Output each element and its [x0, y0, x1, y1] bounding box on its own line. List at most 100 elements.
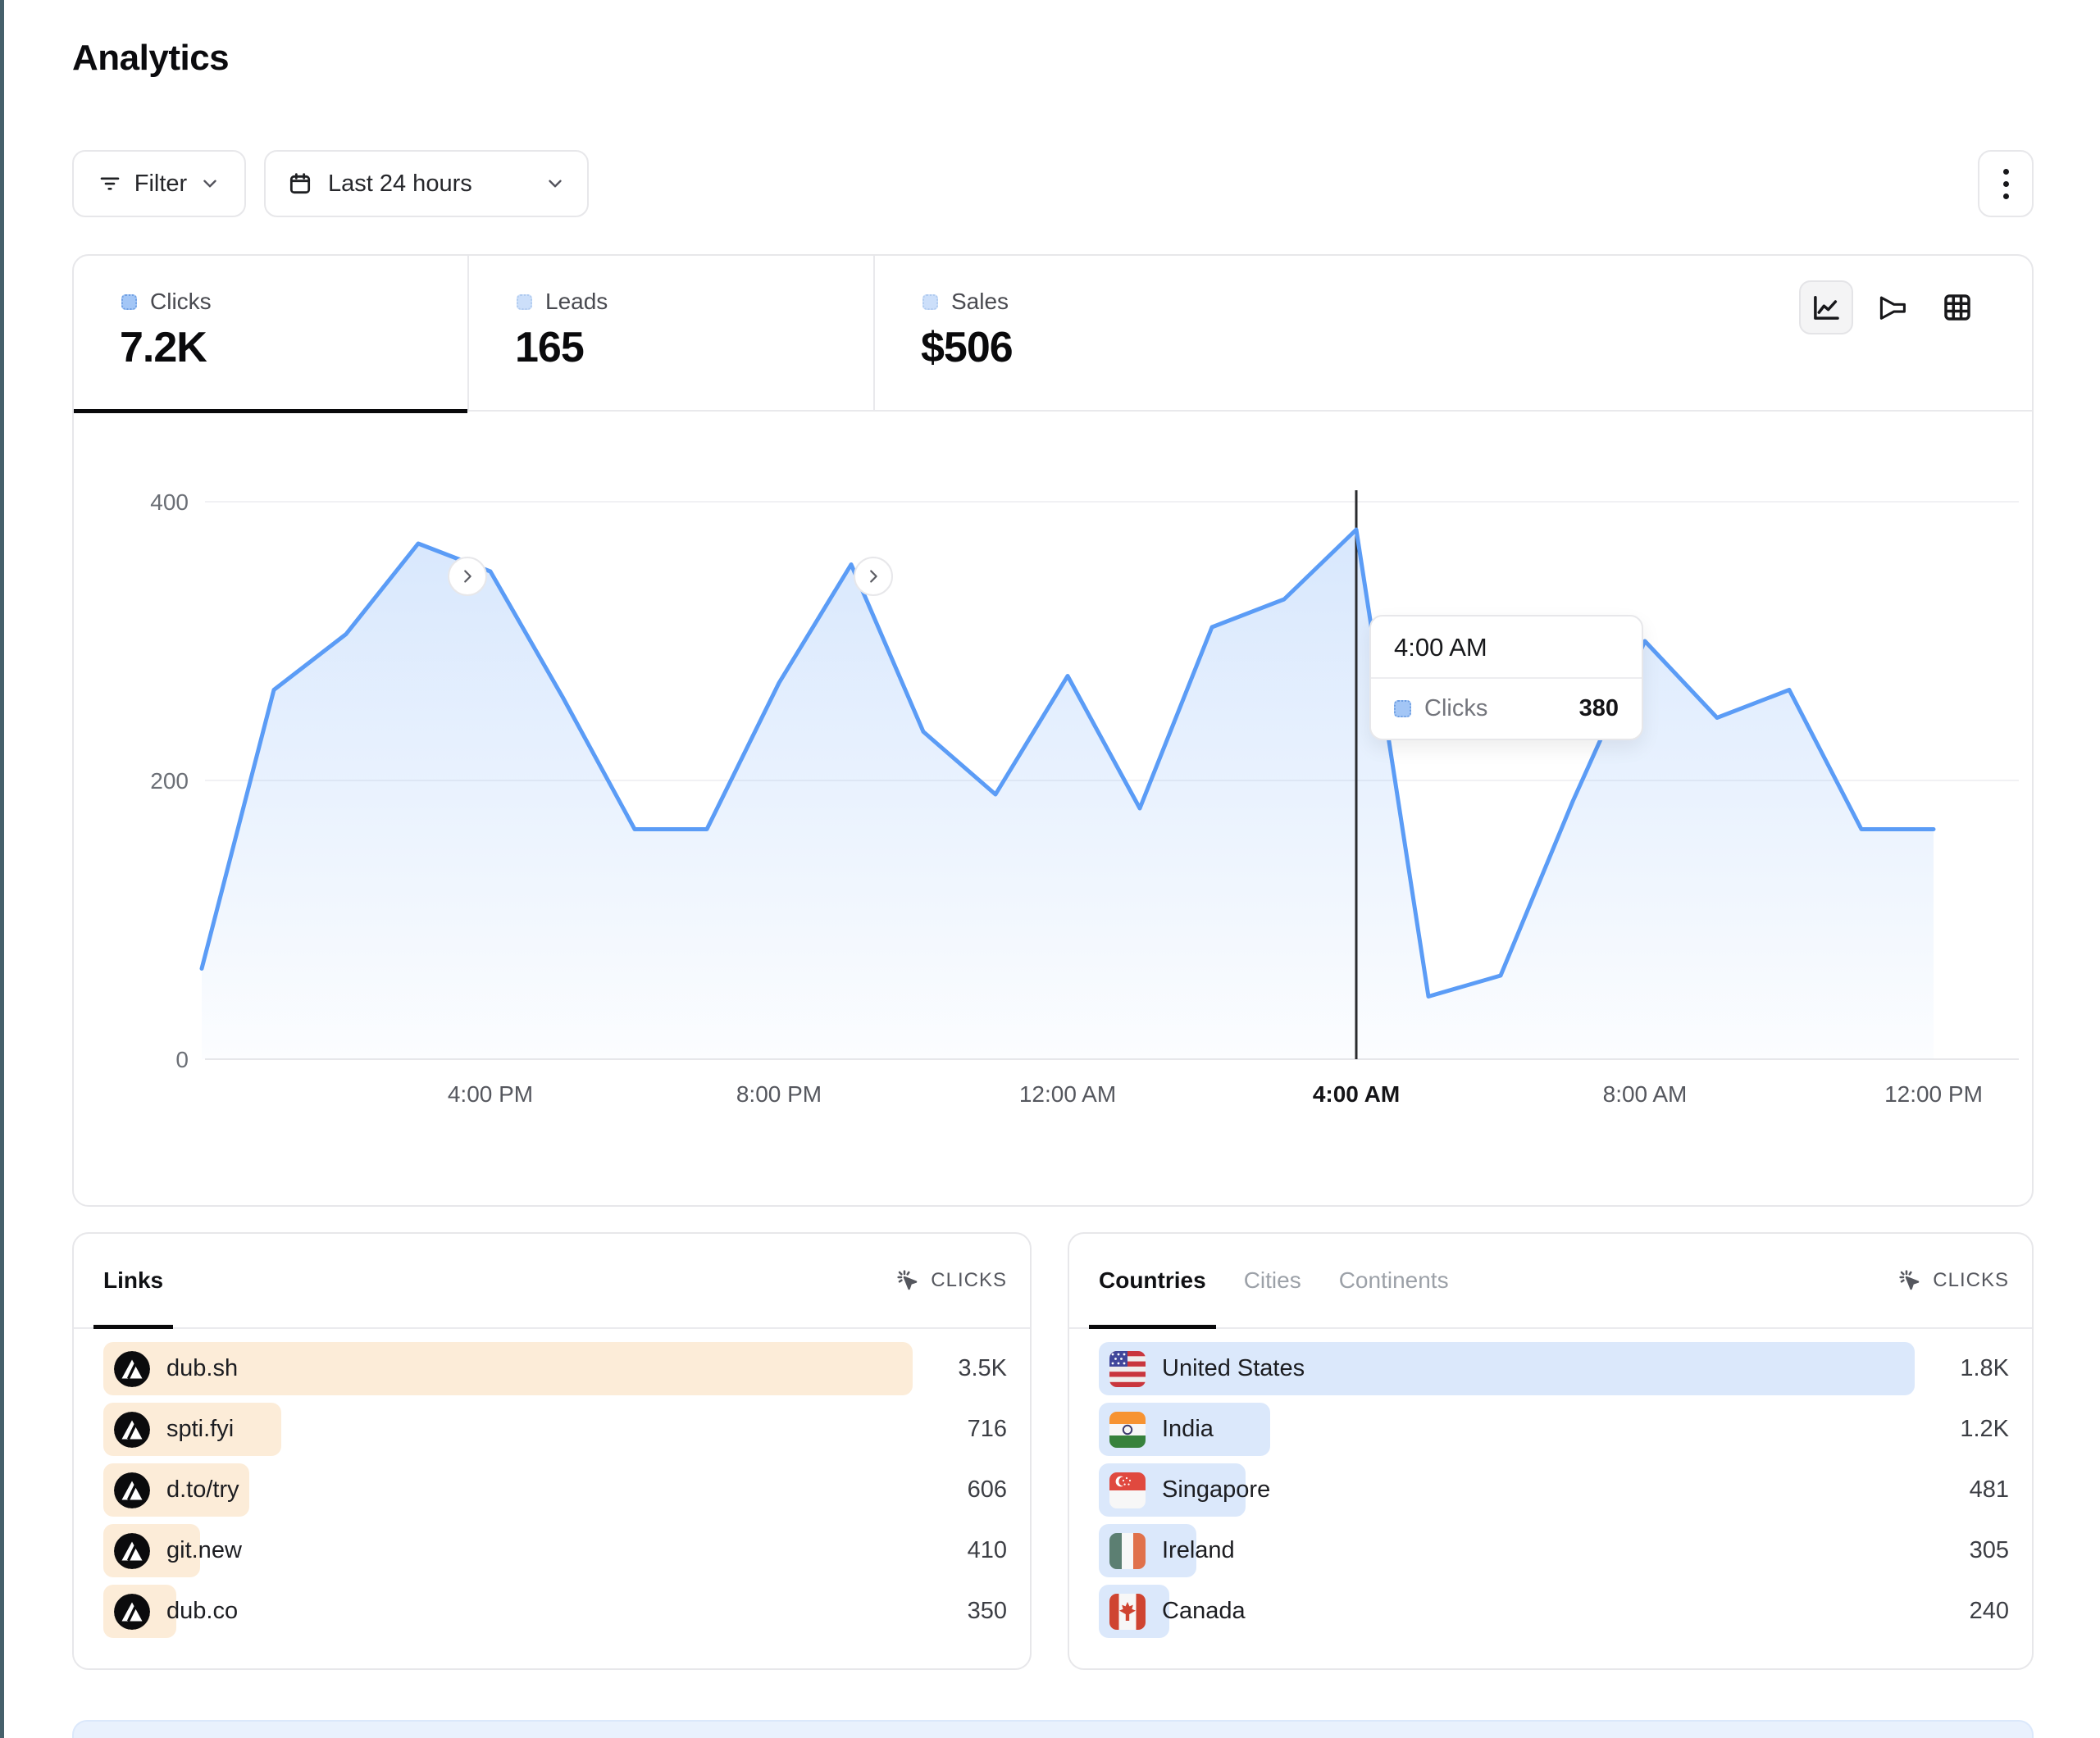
- svg-text:12:00 PM: 12:00 PM: [1884, 1081, 1983, 1107]
- link-clicks-value: 3.5K: [958, 1355, 1007, 1381]
- kebab-menu-icon: [2002, 168, 2009, 199]
- link-bar: dub.sh: [103, 1342, 913, 1395]
- tab-clicks[interactable]: Clicks 7.2K: [74, 256, 467, 413]
- list-item[interactable]: spti.fyi 716: [103, 1403, 1007, 1456]
- dub-logo-icon: [114, 1472, 150, 1508]
- country-bar: United States: [1099, 1342, 1915, 1395]
- list-item[interactable]: Canada 240: [1099, 1585, 2009, 1638]
- country-label: India: [1162, 1416, 1214, 1442]
- clicks-tab-label: Clicks: [150, 289, 212, 314]
- analytics-chart-card: Clicks 7.2K Leads 165 Sales $506: [72, 254, 2034, 1207]
- dub-logo-icon: [114, 1594, 150, 1630]
- svg-text:4:00 PM: 4:00 PM: [448, 1081, 533, 1107]
- filter-lines-icon: [98, 171, 122, 196]
- list-item[interactable]: d.to/try 606: [103, 1463, 1007, 1517]
- links-list: dub.sh 3.5K spti.fyi 716 d.to/try 606 gi…: [103, 1342, 1007, 1645]
- country-clicks-value: 1.2K: [1960, 1416, 2009, 1442]
- country-clicks-value: 1.8K: [1960, 1355, 2009, 1381]
- list-item[interactable]: dub.co 350: [103, 1585, 1007, 1638]
- list-item[interactable]: Singapore 481: [1099, 1463, 2009, 1517]
- chart-view-toggles: [1799, 280, 1984, 334]
- window-edge: [0, 0, 4, 1738]
- country-clicks-value: 240: [1969, 1598, 2009, 1624]
- svg-text:400: 400: [150, 489, 189, 515]
- country-bar: Singapore: [1099, 1463, 1270, 1517]
- link-label: git.new: [166, 1537, 242, 1563]
- clicks-area-chart[interactable]: 0 200 400 4:00 PM 8:00 PM 12:00 AM 4:00 AM 8:00…: [74, 412, 2035, 1205]
- svg-text:200: 200: [150, 768, 189, 794]
- tooltip-time: 4:00 AM: [1371, 616, 1642, 679]
- date-range-label: Last 24 hours: [328, 170, 472, 197]
- svg-text:0: 0: [175, 1047, 189, 1072]
- countries-card-header: Countries Cities Continents CLICKS: [1069, 1234, 2032, 1329]
- link-clicks-value: 410: [967, 1537, 1007, 1563]
- list-item[interactable]: git.new 410: [103, 1524, 1007, 1577]
- countries-metric-selector[interactable]: CLICKS: [1897, 1234, 2009, 1327]
- countries-tab-label: Countries: [1099, 1267, 1206, 1293]
- next-section-card-peek: [72, 1720, 2034, 1738]
- sales-tab-label: Sales: [951, 289, 1009, 314]
- svg-text:4:00 AM: 4:00 AM: [1313, 1081, 1400, 1107]
- tab-links[interactable]: Links: [93, 1234, 174, 1329]
- country-label: Singapore: [1162, 1476, 1271, 1503]
- funnel-icon: [1875, 290, 1909, 325]
- country-label: Canada: [1162, 1598, 1246, 1624]
- cursor-click-icon: [895, 1267, 921, 1294]
- link-label: dub.co: [166, 1598, 239, 1624]
- svg-text:8:00 PM: 8:00 PM: [736, 1081, 822, 1107]
- tab-continents[interactable]: Continents: [1339, 1234, 1449, 1327]
- clicks-tab-value: 7.2K: [120, 324, 207, 371]
- date-range-button[interactable]: Last 24 hours: [264, 150, 589, 217]
- table-grid-icon: [1940, 290, 1975, 325]
- link-bar: git.new: [103, 1524, 242, 1577]
- country-clicks-value: 481: [1969, 1476, 2009, 1503]
- dub-logo-icon: [114, 1412, 150, 1448]
- expand-clicks-button[interactable]: [448, 557, 487, 596]
- tooltip-series-label: Clicks: [1424, 695, 1488, 721]
- sales-tab-value: $506: [921, 324, 1014, 371]
- clicks-legend-square-icon: [121, 293, 137, 310]
- list-item[interactable]: Ireland 305: [1099, 1524, 2009, 1577]
- country-bar: Ireland: [1099, 1524, 1235, 1577]
- ie-flag-icon: [1109, 1533, 1146, 1569]
- calendar-icon: [287, 171, 313, 197]
- tab-countries[interactable]: Countries: [1089, 1234, 1216, 1329]
- in-flag-icon: [1109, 1412, 1146, 1448]
- filter-button[interactable]: Filter: [72, 150, 246, 217]
- us-flag-icon: [1109, 1351, 1146, 1387]
- links-metric-selector[interactable]: CLICKS: [895, 1234, 1007, 1327]
- overflow-menu-button[interactable]: [1978, 150, 2034, 217]
- sg-flag-icon: [1109, 1472, 1146, 1508]
- expand-leads-button[interactable]: [854, 557, 893, 596]
- tab-cities[interactable]: Cities: [1244, 1234, 1301, 1327]
- list-item[interactable]: dub.sh 3.5K: [103, 1342, 1007, 1395]
- country-bar: Canada: [1099, 1585, 1246, 1638]
- link-clicks-value: 350: [967, 1598, 1007, 1624]
- link-bar: d.to/try: [103, 1463, 249, 1517]
- link-label: d.to/try: [166, 1476, 239, 1503]
- tab-sales[interactable]: Sales $506: [875, 256, 1285, 412]
- stats-header: Clicks 7.2K Leads 165 Sales $506: [74, 256, 2032, 596]
- chevron-down-icon: [199, 173, 221, 194]
- leads-tab-label: Leads: [545, 289, 608, 314]
- countries-list: United States 1.8K India 1.2K Singapore …: [1099, 1342, 2009, 1645]
- svg-text:8:00 AM: 8:00 AM: [1603, 1081, 1688, 1107]
- country-clicks-value: 305: [1969, 1537, 2009, 1563]
- line-chart-view-button[interactable]: [1799, 280, 1853, 334]
- toolbar: Filter Last 24 hours: [72, 150, 2034, 217]
- svg-text:12:00 AM: 12:00 AM: [1019, 1081, 1116, 1107]
- tooltip-value: 380: [1578, 695, 1619, 721]
- countries-card: Countries Cities Continents CLICKS Unite…: [1068, 1232, 2034, 1670]
- dub-logo-icon: [114, 1533, 150, 1569]
- cities-tab-label: Cities: [1243, 1267, 1301, 1293]
- line-chart-icon: [1809, 290, 1843, 325]
- list-item[interactable]: India 1.2K: [1099, 1403, 2009, 1456]
- list-item[interactable]: United States 1.8K: [1099, 1342, 2009, 1395]
- tooltip-legend-square-icon: [1394, 700, 1411, 717]
- funnel-view-button[interactable]: [1865, 280, 1919, 334]
- continents-tab-label: Continents: [1338, 1267, 1449, 1293]
- ca-flag-icon: [1109, 1594, 1146, 1630]
- table-view-button[interactable]: [1930, 280, 1984, 334]
- cursor-click-icon: [1897, 1267, 1923, 1294]
- tab-leads[interactable]: Leads 165: [469, 256, 873, 412]
